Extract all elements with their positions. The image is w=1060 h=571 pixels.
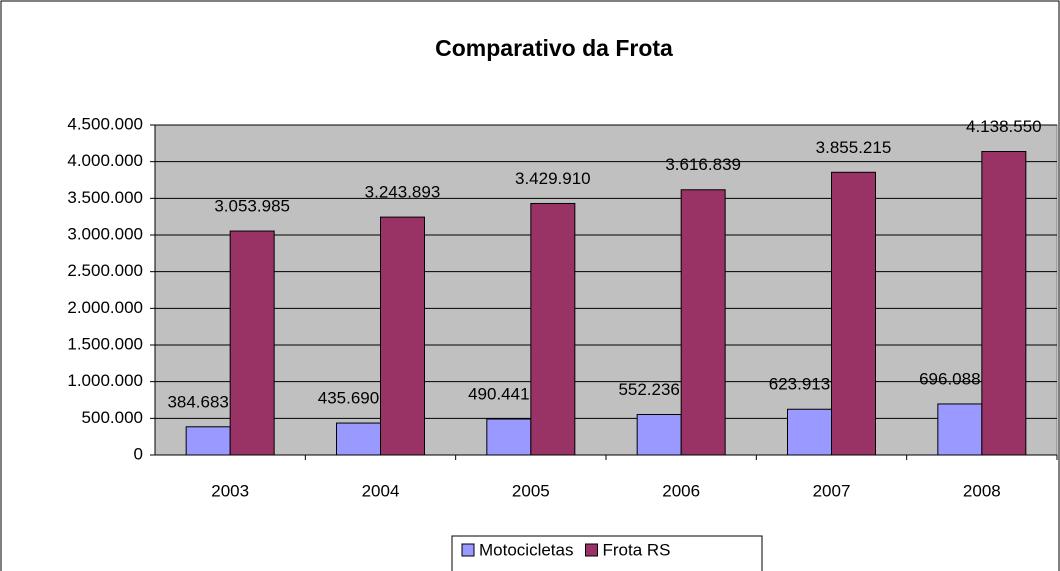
data-label: 552.236 [618, 380, 679, 399]
x-tick-label: 2005 [512, 481, 550, 500]
bar [981, 151, 1027, 456]
data-label: 435.690 [318, 389, 379, 408]
bar [530, 202, 576, 456]
bar [185, 426, 231, 456]
y-tick-label: 500.000 [82, 408, 143, 427]
data-label: 3.243.893 [365, 183, 441, 202]
legend [451, 535, 763, 571]
data-label: 4.138.550 [966, 117, 1042, 136]
y-tick-label: 0 [134, 444, 143, 463]
bar [636, 414, 682, 456]
y-tick-label: 1.500.000 [67, 334, 143, 353]
legend-label: Frota RS [602, 540, 670, 559]
y-tick-label: 4.000.000 [67, 151, 143, 170]
x-tick-label: 2003 [211, 481, 249, 500]
x-tick-label: 2004 [362, 481, 400, 500]
bar [486, 418, 532, 456]
y-tick-label: 2.500.000 [67, 261, 143, 280]
data-label: 623.913 [769, 375, 830, 394]
bar [787, 408, 832, 456]
y-tick-label: 3.000.000 [67, 224, 143, 243]
y-tick-label: 2.000.000 [67, 298, 143, 317]
bar [680, 189, 726, 456]
y-tick-label: 3.500.000 [67, 188, 143, 207]
data-label: 3.053.985 [214, 197, 290, 216]
x-tick-label: 2007 [813, 481, 851, 500]
legend-swatch [584, 543, 598, 557]
data-label: 490.441 [468, 385, 529, 404]
legend-label: Motocicletas [479, 540, 573, 559]
bar [380, 216, 425, 456]
data-label: 3.429.910 [515, 169, 591, 188]
data-label: 3.855.215 [816, 138, 892, 157]
bar [937, 403, 983, 456]
legend-swatch [461, 543, 475, 557]
plot-area [154, 124, 1058, 456]
bar [831, 171, 876, 456]
y-tick-label: 4.500.000 [67, 114, 143, 133]
data-label: 696.088 [919, 369, 980, 388]
bar [336, 422, 381, 456]
data-label: 384.683 [167, 392, 228, 411]
x-tick-label: 2008 [963, 481, 1001, 500]
y-tick-label: 1.000.000 [67, 371, 143, 390]
data-label: 3.616.839 [665, 155, 741, 174]
chart-title: Comparativo da Frota [435, 35, 673, 61]
x-tick-label: 2006 [662, 481, 700, 500]
bar [229, 230, 275, 456]
